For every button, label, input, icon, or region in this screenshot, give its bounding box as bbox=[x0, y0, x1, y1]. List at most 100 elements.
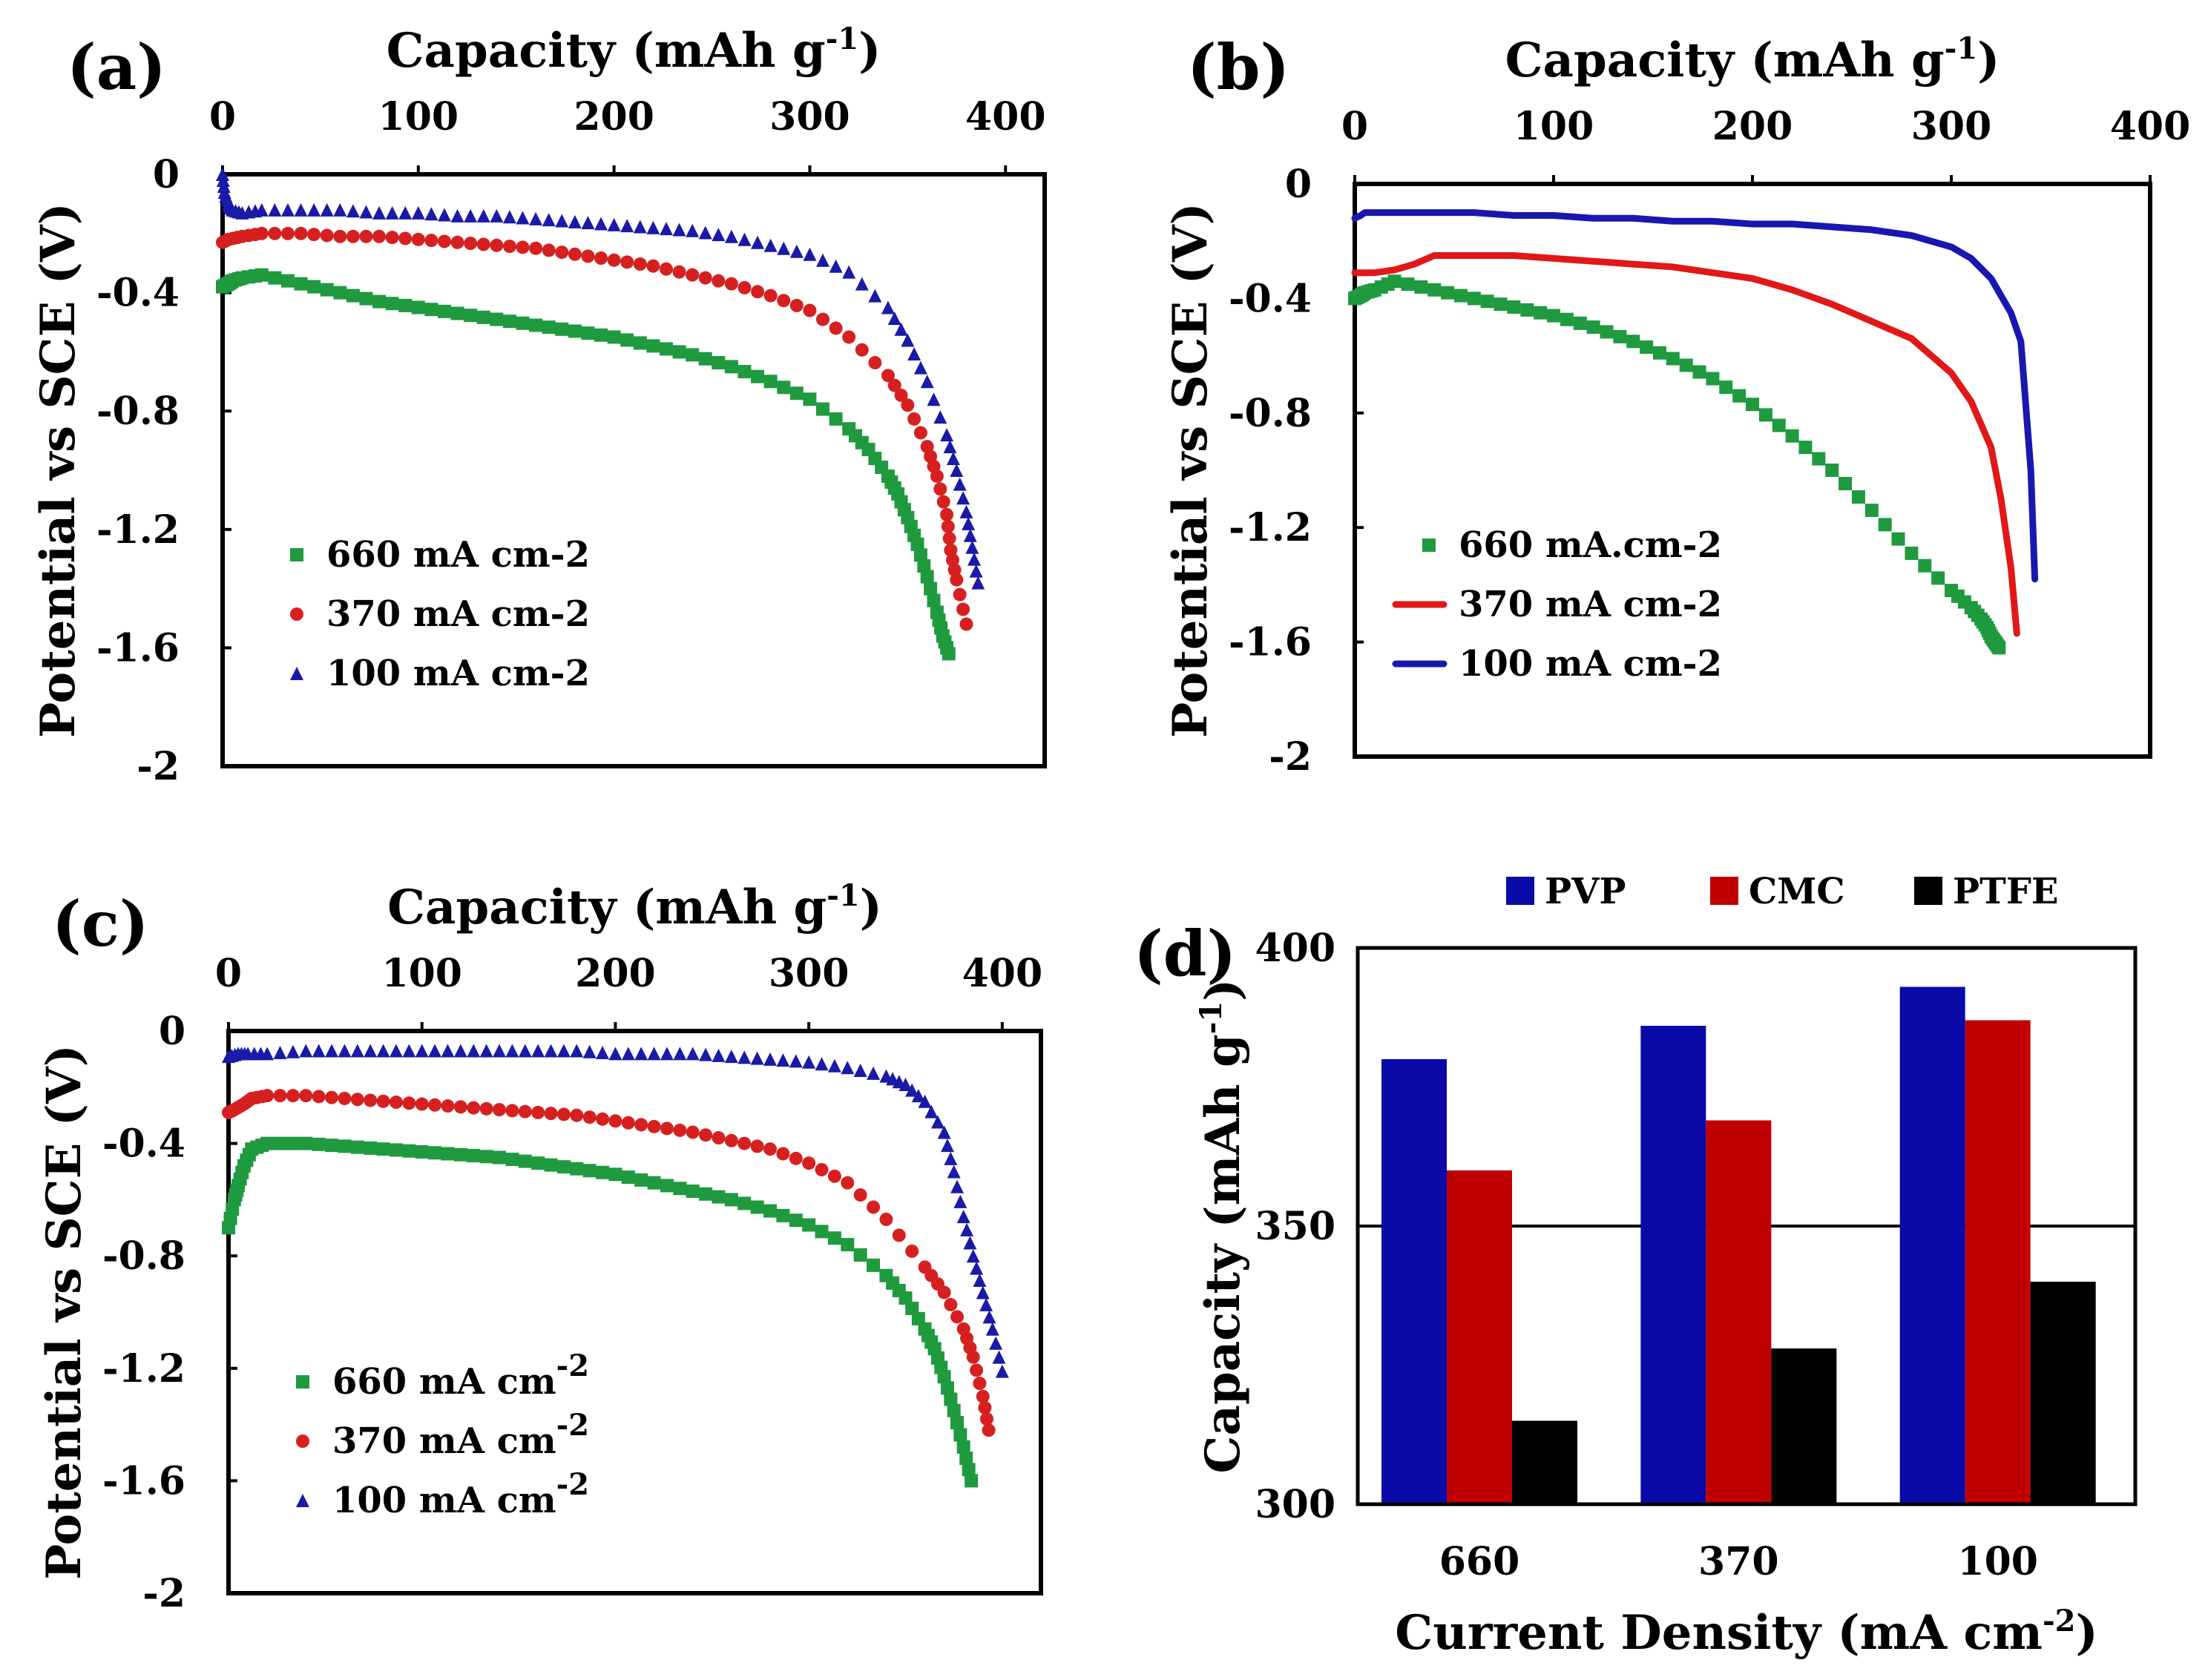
data-point bbox=[620, 333, 634, 347]
data-point bbox=[398, 298, 413, 312]
data-point bbox=[913, 360, 927, 375]
data-point bbox=[1772, 418, 1786, 432]
data-point bbox=[620, 219, 634, 233]
data-point bbox=[307, 228, 321, 242]
data-point bbox=[660, 1179, 674, 1193]
data-point bbox=[777, 381, 791, 395]
x-tick-label: 200 bbox=[575, 951, 656, 996]
legend-label: 100 mA cm-2 bbox=[332, 1467, 589, 1521]
x-tick-label: 100 bbox=[378, 94, 459, 139]
x-axis-title: Capacity (mAh g-1) bbox=[1505, 31, 2000, 88]
legend-marker bbox=[290, 548, 303, 561]
data-point bbox=[582, 1044, 597, 1058]
data-point bbox=[490, 238, 504, 252]
x-tick-label: 400 bbox=[2110, 104, 2191, 149]
x-axis-title: Current Density (mA cm-2) bbox=[1395, 1604, 2097, 1661]
data-point bbox=[699, 1187, 713, 1201]
data-point bbox=[913, 426, 927, 440]
x-tick-label: 0 bbox=[1341, 104, 1368, 149]
data-point bbox=[659, 222, 673, 236]
data-point bbox=[1878, 518, 1892, 532]
data-point bbox=[879, 1212, 893, 1226]
data-point bbox=[502, 314, 516, 329]
data-point bbox=[294, 226, 308, 240]
data-point bbox=[698, 271, 712, 285]
data-point bbox=[751, 369, 765, 383]
series-1 bbox=[1351, 252, 2020, 637]
data-point bbox=[763, 238, 778, 252]
data-point bbox=[947, 1165, 961, 1179]
data-point bbox=[901, 333, 915, 347]
data-point bbox=[372, 294, 387, 309]
data-point bbox=[402, 1096, 416, 1110]
data-point bbox=[333, 286, 347, 300]
x-tick-label: 660 bbox=[1439, 1539, 1520, 1584]
data-point bbox=[596, 1112, 610, 1126]
data-point bbox=[672, 345, 686, 359]
data-point bbox=[1732, 389, 1747, 403]
data-point bbox=[777, 294, 791, 308]
data-point bbox=[518, 1104, 532, 1119]
data-point bbox=[502, 210, 516, 224]
data-point bbox=[1560, 312, 1574, 326]
data-point bbox=[724, 1133, 738, 1147]
data-point bbox=[712, 274, 726, 288]
data-point bbox=[868, 356, 882, 370]
data-point bbox=[980, 1412, 993, 1426]
bar bbox=[1640, 1026, 1706, 1504]
legend-label: 660 mA.cm-2 bbox=[1459, 524, 1722, 566]
data-point bbox=[944, 1151, 958, 1165]
data-point bbox=[737, 365, 752, 378]
data-point bbox=[970, 1363, 984, 1377]
data-point bbox=[855, 343, 869, 357]
data-point bbox=[505, 1153, 519, 1167]
data-point bbox=[789, 244, 804, 258]
data-point bbox=[750, 1051, 764, 1065]
data-point bbox=[841, 1238, 855, 1252]
data-point bbox=[476, 310, 490, 324]
data-point bbox=[737, 1136, 752, 1150]
data-point bbox=[829, 259, 843, 273]
data-point bbox=[467, 1101, 481, 1115]
data-point bbox=[581, 326, 595, 340]
x-tick-label: 200 bbox=[574, 94, 654, 139]
data-point bbox=[299, 1089, 313, 1103]
data-point bbox=[299, 1044, 313, 1058]
data-point bbox=[325, 1090, 339, 1104]
data-point bbox=[254, 268, 269, 282]
data-point bbox=[594, 217, 608, 231]
data-point bbox=[607, 253, 621, 267]
y-tick-label: 0 bbox=[159, 1009, 185, 1054]
data-point bbox=[280, 274, 295, 288]
data-point bbox=[1812, 452, 1826, 466]
data-point bbox=[724, 1050, 738, 1064]
y-tick-label: 350 bbox=[1255, 1204, 1335, 1249]
x-tick-label: 200 bbox=[1712, 104, 1793, 149]
data-point bbox=[1798, 441, 1813, 455]
data-point bbox=[294, 202, 308, 217]
data-point bbox=[776, 1147, 790, 1161]
x-tick-label: 400 bbox=[965, 94, 1046, 139]
data-point bbox=[855, 277, 869, 291]
data-point bbox=[815, 1162, 829, 1176]
data-point bbox=[320, 202, 334, 217]
data-point bbox=[1719, 381, 1733, 395]
data-point bbox=[910, 537, 924, 551]
data-point bbox=[217, 179, 231, 193]
x-axis-title-end: ) bbox=[1977, 33, 2000, 88]
data-point bbox=[940, 428, 954, 442]
data-point bbox=[698, 352, 712, 366]
data-point bbox=[594, 328, 608, 342]
legend-label: 660 mA cm-2 bbox=[326, 534, 590, 576]
data-point bbox=[672, 265, 686, 279]
bar bbox=[1447, 1170, 1512, 1504]
data-point bbox=[1706, 372, 1720, 386]
data-point bbox=[646, 259, 660, 273]
data-point bbox=[699, 1128, 713, 1142]
data-point bbox=[299, 1136, 313, 1150]
data-point bbox=[789, 1213, 803, 1228]
data-point bbox=[346, 229, 360, 243]
data-point bbox=[940, 1139, 954, 1153]
data-point bbox=[950, 1416, 965, 1430]
data-point bbox=[364, 1044, 378, 1058]
